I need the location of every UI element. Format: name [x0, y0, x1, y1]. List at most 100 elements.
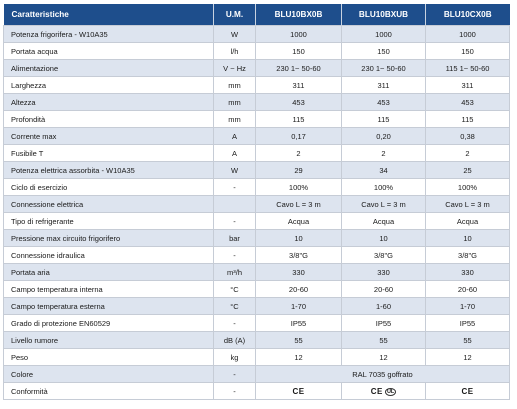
row-value: 453 — [341, 93, 426, 111]
row-value: 2 — [341, 144, 426, 162]
ul-mark-icon: UL — [384, 387, 397, 396]
row-value: 311 — [341, 76, 426, 94]
row-value: 115 1~ 50-60 — [425, 59, 510, 77]
row-unit: bar — [213, 229, 256, 247]
table-row: Connessione idraulica - 3/8"G 3/8"G 3/8"… — [3, 246, 510, 264]
row-value: 150 — [425, 42, 510, 60]
row-value: 55 — [341, 331, 426, 349]
table-row: Profondità mm 115 115 115 — [3, 110, 510, 128]
header-model-3: BLU10CX0B — [425, 4, 510, 26]
row-value: 12 — [255, 348, 342, 366]
row-name: Colore — [3, 365, 214, 383]
row-unit: °C — [213, 297, 256, 315]
row-value: 1000 — [425, 25, 510, 43]
row-value: 311 — [425, 76, 510, 94]
row-value: 10 — [425, 229, 510, 247]
row-value: IP55 — [255, 314, 342, 332]
row-name: Corrente max — [3, 127, 214, 145]
row-value: Cavo L = 3 m — [255, 195, 342, 213]
table-row: Altezza mm 453 453 453 — [3, 93, 510, 111]
header-model-1: BLU10BX0B — [255, 4, 342, 26]
table-row-color: Colore - RAL 7035 goffrato — [3, 365, 510, 383]
row-unit: W — [213, 25, 256, 43]
spec-table: Caratteristiche U.M. BLU10BX0B BLU10BXUB… — [3, 4, 510, 400]
ce-mark: CE — [255, 382, 342, 400]
row-value: 20-60 — [341, 280, 426, 298]
table-row: Potenza elettrica assorbita - W10A35 W 2… — [3, 161, 510, 179]
row-value: 330 — [425, 263, 510, 281]
row-value: 20-60 — [255, 280, 342, 298]
row-unit: mm — [213, 93, 256, 111]
header-model-2: BLU10BXUB — [341, 4, 426, 26]
ce-mark-icon: CE — [292, 386, 305, 396]
row-value: Cavo L = 3 m — [425, 195, 510, 213]
table-header-row: Caratteristiche U.M. BLU10BX0B BLU10BXUB… — [3, 4, 510, 26]
row-name: Potenza elettrica assorbita - W10A35 — [3, 161, 214, 179]
row-name: Profondità — [3, 110, 214, 128]
row-value: 3/8"G — [341, 246, 426, 264]
ce-mark-icon: CE — [461, 386, 474, 396]
row-value: 100% — [425, 178, 510, 196]
row-value: Acqua — [255, 212, 342, 230]
table-row: Campo temperatura esterna °C 1-70 1-60 1… — [3, 297, 510, 315]
ce-mark: CE — [425, 382, 510, 400]
color-value: RAL 7035 goffrato — [255, 365, 510, 383]
header-characteristics: Caratteristiche — [3, 4, 214, 26]
row-value: 0,38 — [425, 127, 510, 145]
row-unit: °C — [213, 280, 256, 298]
row-value: 115 — [425, 110, 510, 128]
row-unit: l/h — [213, 42, 256, 60]
table-row: Alimentazione V ~ Hz 230 1~ 50-60 230 1~… — [3, 59, 510, 77]
row-name: Larghezza — [3, 76, 214, 94]
row-value: 34 — [341, 161, 426, 179]
row-name: Altezza — [3, 93, 214, 111]
row-unit: - — [213, 246, 256, 264]
row-unit: kg — [213, 348, 256, 366]
table-row: Connessione elettrica Cavo L = 3 m Cavo … — [3, 195, 510, 213]
row-name: Fusibile T — [3, 144, 214, 162]
row-value: 100% — [255, 178, 342, 196]
row-unit: dB (A) — [213, 331, 256, 349]
row-value: 1000 — [255, 25, 342, 43]
row-value: 20-60 — [425, 280, 510, 298]
row-name: Grado di protezione EN60529 — [3, 314, 214, 332]
row-name: Peso — [3, 348, 214, 366]
row-name: Connessione idraulica — [3, 246, 214, 264]
row-value: 0,17 — [255, 127, 342, 145]
row-value: 453 — [255, 93, 342, 111]
row-value: 10 — [255, 229, 342, 247]
row-value: 150 — [255, 42, 342, 60]
row-unit: - — [213, 314, 256, 332]
row-value: 1-70 — [425, 297, 510, 315]
ce-mark-icon: CE — [370, 386, 383, 396]
table-row: Campo temperatura interna °C 20-60 20-60… — [3, 280, 510, 298]
table-row: Larghezza mm 311 311 311 — [3, 76, 510, 94]
row-name: Campo temperatura esterna — [3, 297, 214, 315]
row-value: 12 — [341, 348, 426, 366]
row-unit: - — [213, 365, 256, 383]
table-row: Corrente max A 0,17 0,20 0,38 — [3, 127, 510, 145]
row-value: IP55 — [425, 314, 510, 332]
row-value: 55 — [255, 331, 342, 349]
row-name: Potenza frigorifera - W10A35 — [3, 25, 214, 43]
row-value: 330 — [255, 263, 342, 281]
row-unit: - — [213, 382, 256, 400]
row-value: 0,20 — [341, 127, 426, 145]
row-value: 25 — [425, 161, 510, 179]
row-unit: m³/h — [213, 263, 256, 281]
row-name: Livello rumore — [3, 331, 214, 349]
row-name: Campo temperatura interna — [3, 280, 214, 298]
row-name: Conformità — [3, 382, 214, 400]
row-unit: mm — [213, 110, 256, 128]
row-value: 29 — [255, 161, 342, 179]
table-row: Potenza frigorifera - W10A35 W 1000 1000… — [3, 25, 510, 43]
table-row: Livello rumore dB (A) 55 55 55 — [3, 331, 510, 349]
row-value: 12 — [425, 348, 510, 366]
row-value: 453 — [425, 93, 510, 111]
row-value: Acqua — [341, 212, 426, 230]
row-value: IP55 — [341, 314, 426, 332]
row-value: Acqua — [425, 212, 510, 230]
table-row-conformity: Conformità - CE CE UL CE — [3, 382, 510, 400]
row-value: 230 1~ 50-60 — [341, 59, 426, 77]
table-row: Tipo di refrigerante - Acqua Acqua Acqua — [3, 212, 510, 230]
